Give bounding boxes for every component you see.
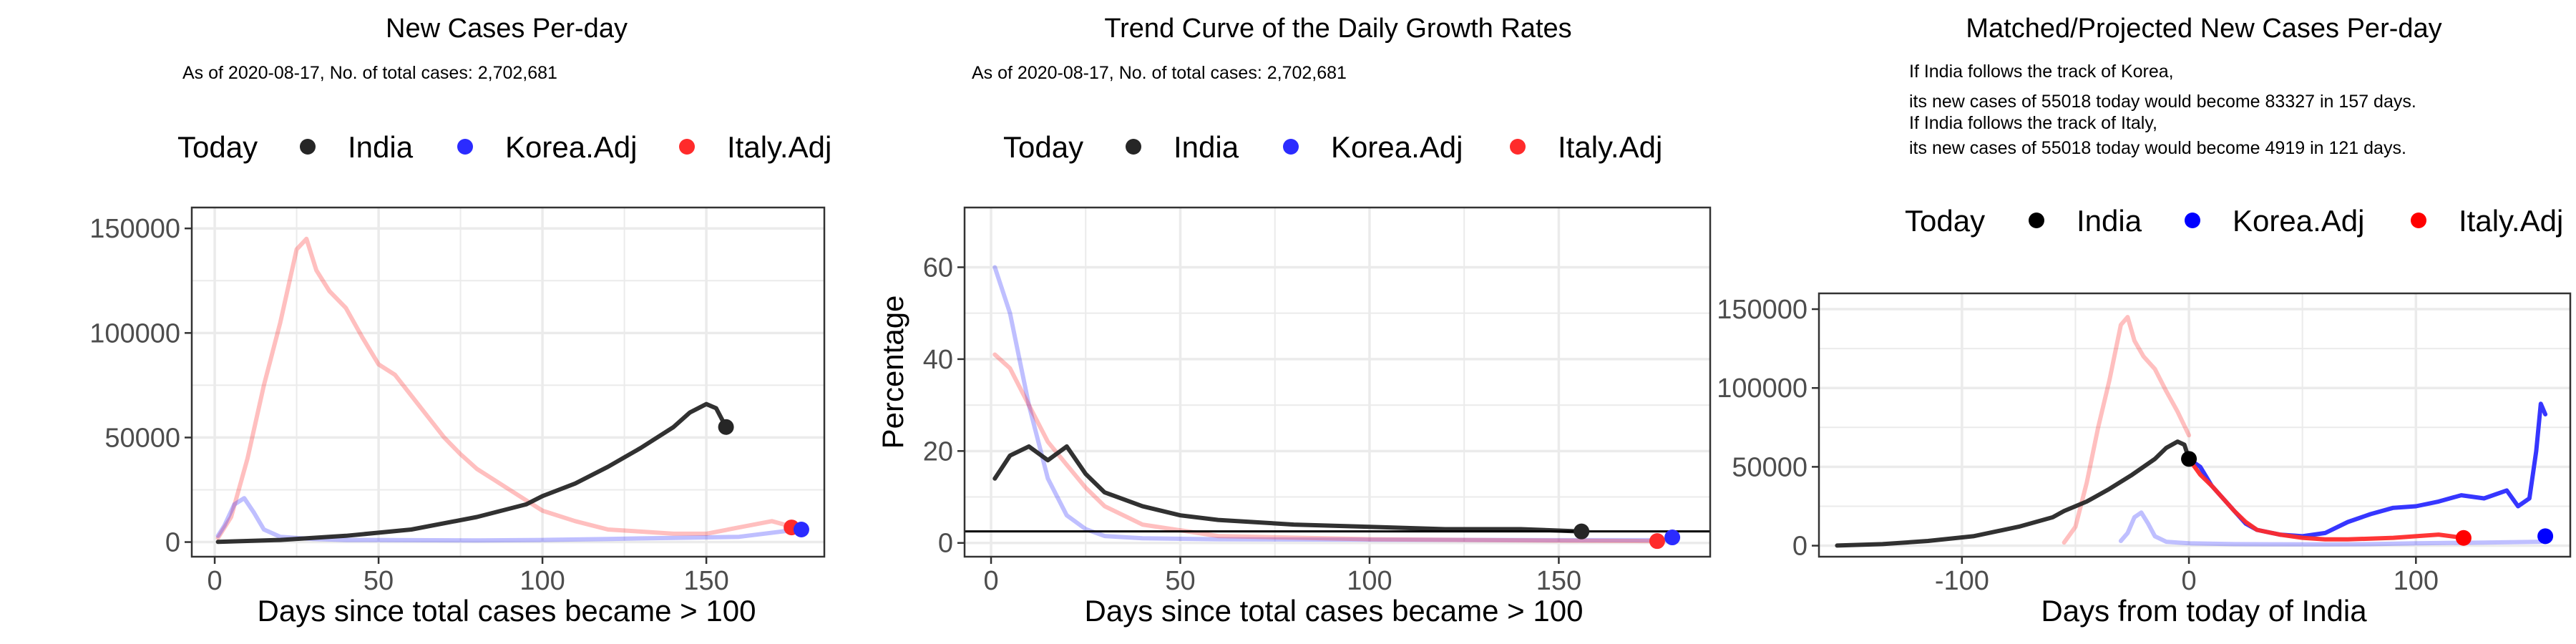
chart1-plot: 0 50 100 150 0 50000 100000 150000 xyxy=(89,206,826,596)
chart2-today-point-italy-adj xyxy=(1649,533,1665,550)
chart1-series-india xyxy=(215,401,728,545)
chart2-panel-border xyxy=(963,206,1712,558)
chart3-plot: -100 0 100 0 50000 100000 150000 xyxy=(1717,292,2572,596)
chart3-today-point-italy-adj xyxy=(2455,530,2472,546)
chart1-subtitle: As of 2020-08-17, No. of total cases: 2,… xyxy=(182,63,557,83)
chart1-legend-india: India xyxy=(348,130,414,164)
chart-projected-cases: Matched/Projected New Cases Per-day If I… xyxy=(1717,14,2572,628)
chart3-today-point-korea-adj xyxy=(2537,528,2554,545)
chart1-legend-korea: Korea.Adj xyxy=(505,130,637,164)
chart3-x-tick-label: 100 xyxy=(2394,566,2439,596)
chart3-legend: Today India Korea.Adj Italy.Adj xyxy=(1905,204,2563,238)
chart1-legend: Today India Korea.Adj Italy.Adj xyxy=(177,130,831,164)
chart3-legend-india-dot xyxy=(2029,213,2044,228)
chart3-legend-india: India xyxy=(2077,204,2142,238)
chart2-legend-title: Today xyxy=(1003,130,1083,164)
chart3-today-point-india xyxy=(2181,451,2197,467)
chart2-xlabel: Days since total cases became > 100 xyxy=(1085,594,1584,628)
chart3-y-tick-label: 100000 xyxy=(1717,374,1807,404)
chart3-legend-korea: Korea.Adj xyxy=(2233,204,2364,238)
chart1-y-tick-label: 150000 xyxy=(89,214,180,244)
chart2-y-tick-label: 20 xyxy=(923,436,953,467)
chart1-legend-india-dot xyxy=(300,139,316,155)
chart3-y-tick-label: 0 xyxy=(1792,532,1807,562)
chart2-legend-korea: Korea.Adj xyxy=(1331,130,1463,164)
chart1-legend-korea-dot xyxy=(457,139,473,155)
chart3-panel-border xyxy=(1818,292,2572,558)
chart2-y-tick-label: 0 xyxy=(938,529,953,559)
chart2-series-italy-adj xyxy=(992,352,1659,544)
chart1-y-tick-label: 100000 xyxy=(89,318,180,348)
chart2-legend-italy-dot xyxy=(1510,139,1526,155)
chart3-subtitle-line-1: If India follows the track of Korea, xyxy=(1909,62,2174,82)
chart1-x-tick-label: 50 xyxy=(364,566,394,596)
chart1-legend-italy-dot xyxy=(679,139,695,155)
chart1-today-point-korea-adj xyxy=(793,522,809,538)
chart3-series-italy-adj-history xyxy=(2062,315,2192,545)
chart2-x-tick-label: 150 xyxy=(1536,566,1581,596)
chart1-x-tick-label: 150 xyxy=(683,566,728,596)
chart2-x-tick-label: 50 xyxy=(1165,566,1195,596)
chart2-legend-korea-dot xyxy=(1283,139,1299,155)
chart2-x-tick-label: 100 xyxy=(1347,566,1392,596)
chart2-series-india xyxy=(992,444,1584,534)
chart1-x-tick-label: 100 xyxy=(519,566,565,596)
chart2-subtitle: As of 2020-08-17, No. of total cases: 2,… xyxy=(972,63,1347,83)
chart2-legend-india: India xyxy=(1174,130,1239,164)
chart1-legend-italy: Italy.Adj xyxy=(727,130,831,164)
chart3-x-tick-label: -100 xyxy=(1935,566,1989,596)
chart3-subtitle-line-4: its new cases of 55018 today would becom… xyxy=(1909,138,2406,158)
chart2-legend-india-dot xyxy=(1126,139,1141,155)
chart3-legend-italy-dot xyxy=(2411,213,2426,228)
chart1-panel-border xyxy=(190,206,826,558)
chart2-y-tick-label: 60 xyxy=(923,253,953,283)
chart3-y-tick-label: 50000 xyxy=(1732,452,1807,482)
chart3-subtitle-line-3: If India follows the track of Italy, xyxy=(1909,113,2157,133)
chart3-legend-italy: Italy.Adj xyxy=(2459,204,2563,238)
chart-growth-rates: Trend Curve of the Daily Growth Rates As… xyxy=(876,14,1712,628)
chart1-today-point-india xyxy=(718,419,734,435)
chart3-y-tick-label: 150000 xyxy=(1717,295,1807,325)
chart1-series-italy-adj xyxy=(215,236,797,540)
chart3-title: Matched/Projected New Cases Per-day xyxy=(1966,14,2441,44)
chart3-legend-title: Today xyxy=(1905,204,1985,238)
chart2-legend: Today India Korea.Adj Italy.Adj xyxy=(1003,130,1662,164)
chart1-x-tick-label: 0 xyxy=(207,566,222,596)
chart1-xlabel: Days since total cases became > 100 xyxy=(258,594,756,628)
chart3-series-india xyxy=(1835,439,2192,548)
chart2-today-point-korea-adj xyxy=(1664,530,1681,546)
chart2-ylabel: Percentage xyxy=(876,296,909,449)
chart1-series-korea-adj xyxy=(215,496,801,543)
chart1-legend-title: Today xyxy=(177,130,258,164)
chart2-title: Trend Curve of the Daily Growth Rates xyxy=(1104,14,1571,44)
chart3-x-tick-label: 0 xyxy=(2181,566,2196,596)
chart3-series-italy-adj-projected xyxy=(2187,457,2466,542)
chart2-x-tick-label: 0 xyxy=(983,566,998,596)
chart3-subtitle-line-2: its new cases of 55018 today would becom… xyxy=(1909,92,2416,112)
chart2-series-korea-adj xyxy=(992,265,1675,542)
chart-new-cases: New Cases Per-day As of 2020-08-17, No. … xyxy=(89,14,831,628)
chart3-series-korea-adj-history xyxy=(2118,510,2543,547)
chart3-xlabel: Days from today of India xyxy=(2041,594,2367,628)
chart1-y-tick-label: 0 xyxy=(165,528,180,558)
chart2-y-tick-label: 40 xyxy=(923,345,953,375)
chart2-today-point-india xyxy=(1574,523,1590,540)
chart1-y-tick-label: 50000 xyxy=(104,423,180,453)
chart1-title: New Cases Per-day xyxy=(386,14,628,44)
chart2-legend-italy: Italy.Adj xyxy=(1558,130,1662,164)
chart2-plot: 0 50 100 150 0 20 40 60 xyxy=(923,206,1712,596)
chart3-legend-korea-dot xyxy=(2185,213,2200,228)
